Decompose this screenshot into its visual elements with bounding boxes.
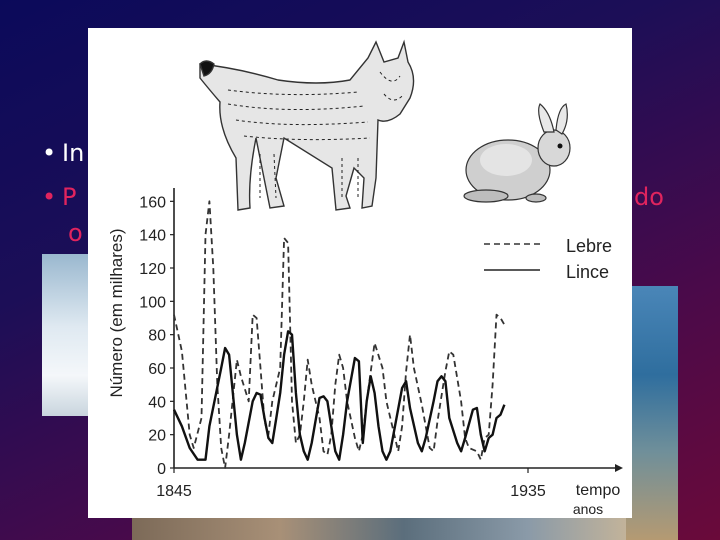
predator-prey-chart: 0 20 40 60 80 100 120 140 160 1845 1935 Número (e… [107, 39, 623, 517]
background-photo-right [626, 286, 678, 540]
y-tick-label: 0 [157, 461, 166, 478]
y-axis-ticks: 0 20 40 60 80 100 120 140 160 [139, 194, 174, 478]
bullet-2-tail: do [634, 183, 664, 211]
x-axis-unit: anos [573, 501, 603, 517]
lynx-drawing [199, 39, 415, 211]
series-lince-line [172, 330, 506, 461]
bullet-2: • P [42, 182, 76, 212]
x-tick-label: 1845 [156, 483, 192, 500]
y-tick-label: 80 [148, 328, 166, 345]
x-axis-ticks: 1845 1935 [156, 468, 546, 500]
series-lebre-line [173, 200, 506, 469]
x-axis-arrow [615, 464, 623, 472]
legend: Lebre Lince [484, 236, 612, 282]
bullet-1-marker: • [42, 139, 57, 167]
bullet-2-marker: • [42, 183, 57, 211]
chart-card: 0 20 40 60 80 100 120 140 160 1845 1935 Número (e… [88, 28, 632, 518]
bullet-2-text: P [62, 183, 77, 211]
background-photo-bottom [132, 515, 626, 540]
bullet-2-continuation: o [68, 219, 83, 247]
y-axis-label: Número (em milhares) [107, 228, 126, 397]
legend-lebre-label: Lebre [566, 236, 612, 256]
y-tick-label: 40 [148, 394, 166, 411]
y-tick-label: 140 [139, 228, 166, 245]
y-tick-label: 100 [139, 294, 166, 311]
bullet-1-text: In [62, 139, 85, 167]
y-tick-label: 120 [139, 261, 166, 278]
legend-lince-label: Lince [566, 262, 609, 282]
rabbit-drawing [463, 103, 571, 203]
y-tick-label: 60 [148, 361, 166, 378]
x-axis-label: tempo [576, 482, 621, 499]
y-tick-label: 20 [148, 428, 166, 445]
x-tick-label: 1935 [510, 483, 546, 500]
chart-axes [173, 188, 623, 472]
y-tick-label: 160 [139, 194, 166, 211]
bullet-1: • In [42, 138, 84, 168]
